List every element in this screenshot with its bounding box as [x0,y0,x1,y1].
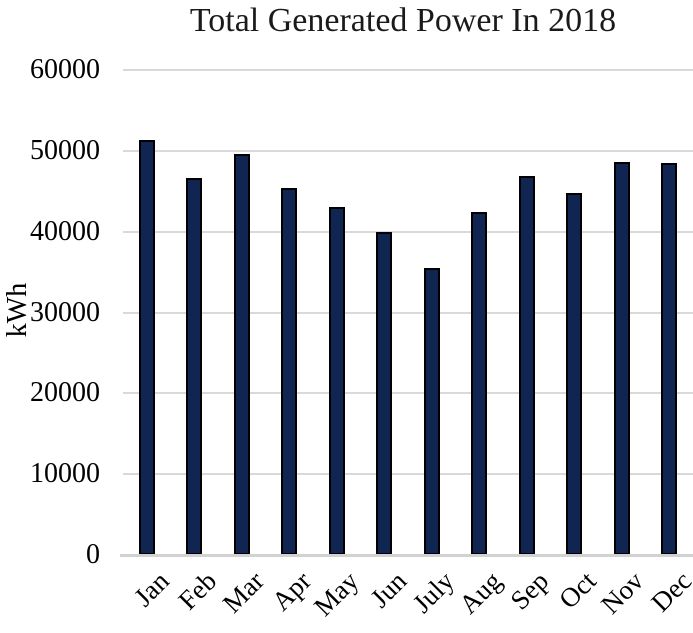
bar-jan [138,139,155,555]
x-tick-label-jun: Jun [364,565,413,614]
gridline-20000 [123,392,693,395]
x-tick-label-oct: Oct [553,565,603,615]
x-tick-label-sep: Sep [504,565,555,616]
chart-title: Total Generated Power In 2018 [189,2,617,39]
y-tick-label-10000: 10000 [30,458,100,490]
bar-mar [233,154,250,555]
bar-feb [186,178,203,555]
y-tick-label-60000: 60000 [30,54,100,85]
bar-may [328,207,345,555]
x-tick-label-mar: Mar [216,565,270,619]
bar-nov [613,162,630,555]
y-tick-label-0: 0 [86,539,100,570]
x-tick-label-may: May [308,565,365,622]
bar-apr [281,188,298,555]
y-tick-label-30000: 30000 [30,296,100,328]
x-tick-label-feb: Feb [172,565,223,616]
gridline-50000 [123,149,693,152]
bar-oct [566,192,583,555]
x-tick-label-jan: Jan [127,565,175,613]
gridline-30000 [123,311,693,314]
x-tick-label-aug: Aug [452,565,508,620]
bar-july [423,268,440,555]
x-tick-label-nov: Nov [595,565,650,620]
bar-sep [518,175,535,555]
y-tick-label-20000: 20000 [30,377,100,409]
x-tick-label-july: July [406,565,460,619]
gridline-60000 [123,69,693,71]
bar-aug [471,212,488,555]
bar-jun [376,231,393,555]
y-tick-label-50000: 50000 [30,134,100,166]
gridline-10000 [123,473,693,476]
x-axis-line [120,554,693,557]
x-tick-label-dec: Dec [645,565,693,618]
y-tick-label-40000: 40000 [30,215,100,247]
bar-dec [661,163,678,555]
gridline-40000 [123,230,693,233]
x-tick-label-apr: Apr [266,565,318,617]
